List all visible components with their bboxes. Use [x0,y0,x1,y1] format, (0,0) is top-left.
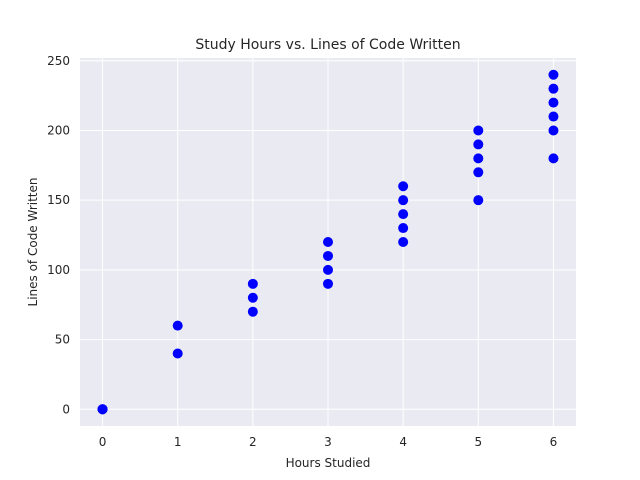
x-tick-label: 4 [399,435,407,449]
data-point [323,264,333,275]
data-points [97,69,559,415]
x-tick-label: 5 [474,435,482,449]
data-point [398,181,409,192]
data-point [548,69,559,80]
data-point [247,278,258,289]
data-point [172,348,183,359]
data-point [247,306,258,317]
data-point [473,125,484,136]
data-point [398,237,409,247]
data-point [247,292,258,303]
data-point [323,250,333,261]
x-tick-label: 0 [99,435,107,449]
y-tick-label: 250 [47,54,70,68]
y-tick-label: 50 [55,333,70,347]
data-point [97,404,108,415]
y-tick-label: 150 [47,193,70,207]
x-tick-labels: 0 1 2 3 4 5 6 [99,435,558,449]
chart-title: Study Hours vs. Lines of Code Written [195,37,460,53]
data-point [398,223,409,234]
data-point [548,111,559,122]
data-point [473,153,484,164]
y-tick-labels: 0 50 100 150 200 250 [47,54,70,416]
data-point [548,153,559,164]
x-tick-label: 2 [249,435,257,449]
data-point [172,320,183,331]
y-tick-label: 200 [47,123,70,137]
data-point [323,237,333,247]
data-point [398,195,409,206]
data-point [548,97,559,108]
data-point [473,167,484,178]
data-point [548,83,559,94]
data-point [398,209,409,220]
y-axis-label: Lines of Code Written [26,178,40,307]
y-tick-label: 0 [62,402,70,416]
x-tick-label: 1 [174,435,182,449]
x-tick-label: 6 [550,435,558,449]
y-tick-label: 100 [47,263,70,277]
data-point [323,278,333,289]
x-tick-label: 3 [324,435,332,449]
data-point [473,195,484,206]
data-point [473,139,484,150]
x-axis-label: Hours Studied [286,456,371,470]
data-point [548,125,559,136]
